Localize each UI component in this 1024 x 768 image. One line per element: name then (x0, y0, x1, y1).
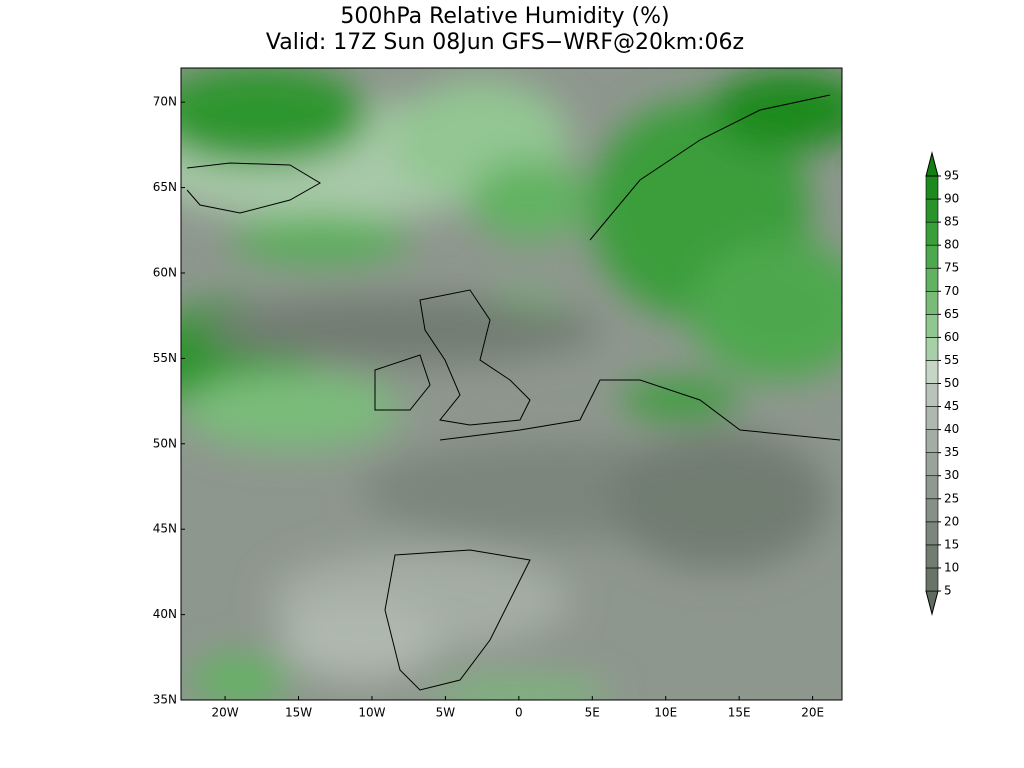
colorbar-segment (925, 360, 939, 384)
colorbar-under (925, 590, 939, 617)
colorbar-label: 15 (944, 537, 959, 551)
colorbar-label: 25 (944, 491, 959, 505)
y-tick-label: 70N (153, 95, 177, 109)
y-tick-label: 40N (153, 607, 177, 621)
x-tick-label: 10E (654, 706, 677, 720)
colorbar-label: 90 (944, 192, 959, 206)
colorbar-segment (925, 337, 939, 361)
colorbar-segment (925, 544, 939, 569)
colorbar-label: 5 (944, 584, 952, 598)
colorbar-segment (925, 567, 939, 592)
map-frame (180, 67, 843, 701)
colorbar-label: 50 (944, 376, 959, 390)
colorbar-label: 40 (944, 422, 959, 436)
colorbar-label: 80 (944, 238, 959, 252)
colorbar-segment (925, 406, 939, 430)
x-tick-label: 10W (358, 706, 385, 720)
colorbar-segment (925, 198, 939, 223)
y-tick-label: 50N (153, 436, 177, 450)
subtitle: Valid: 17Z Sun 08Jun GFS−WRF@20km:06z (266, 30, 744, 55)
colorbar-segment (925, 475, 939, 500)
colorbar-label: 65 (944, 307, 959, 321)
x-tick-label: 20W (211, 706, 238, 720)
colorbar-label: 70 (944, 284, 959, 298)
x-tick-label: 5W (436, 706, 456, 720)
colorbar-segment (925, 429, 939, 453)
x-tick-label: 5E (585, 706, 600, 720)
y-tick-label: 35N (153, 693, 177, 707)
colorbar-label: 60 (944, 330, 959, 344)
colorbar-segment (925, 267, 939, 292)
colorbar-segment (925, 175, 939, 200)
colorbar-segment (925, 521, 939, 546)
colorbar-label: 10 (944, 560, 959, 574)
colorbar-segment (925, 498, 939, 523)
x-tick-label: 15E (728, 706, 751, 720)
colorbar-segment (925, 221, 939, 246)
title: 500hPa Relative Humidity (%) (340, 4, 669, 29)
colorbar-label: 45 (944, 399, 959, 413)
colorbar-label: 85 (944, 215, 959, 229)
colorbar-segment (925, 314, 939, 338)
colorbar-segment (925, 383, 939, 407)
y-tick-label: 60N (153, 265, 177, 279)
humidity-field (181, 68, 842, 700)
colorbar-segment (925, 290, 939, 315)
colorbar-label: 20 (944, 514, 959, 528)
colorbar-label: 75 (944, 261, 959, 275)
colorbar-label: 30 (944, 468, 959, 482)
colorbar-segment (925, 244, 939, 269)
colorbar-label: 95 (944, 169, 959, 183)
y-tick-label: 55N (153, 351, 177, 365)
x-tick-label: 15W (285, 706, 312, 720)
colorbar-segment (925, 452, 939, 477)
colorbar-label: 55 (944, 353, 959, 367)
y-tick-label: 65N (153, 180, 177, 194)
x-tick-label: 0 (515, 706, 523, 720)
colorbar-over (925, 150, 939, 177)
x-tick-label: 20E (801, 706, 824, 720)
colorbar-label: 35 (944, 445, 959, 459)
y-tick-label: 45N (153, 522, 177, 536)
